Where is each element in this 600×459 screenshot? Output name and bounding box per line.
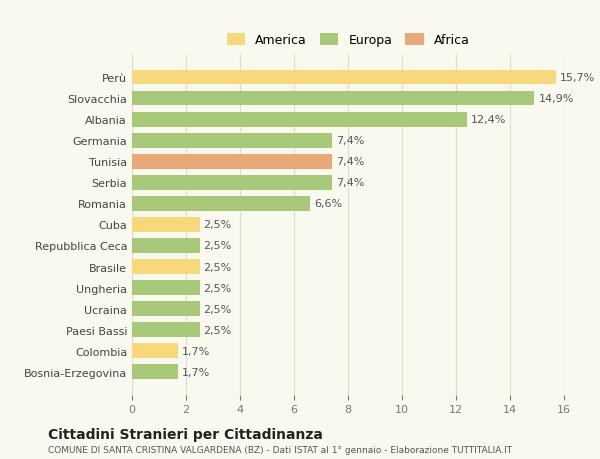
- Text: COMUNE DI SANTA CRISTINA VALGARDENA (BZ) - Dati ISTAT al 1° gennaio - Elaborazio: COMUNE DI SANTA CRISTINA VALGARDENA (BZ)…: [48, 445, 512, 454]
- Text: 2,5%: 2,5%: [203, 283, 232, 293]
- Bar: [132, 155, 332, 169]
- Text: Cittadini Stranieri per Cittadinanza: Cittadini Stranieri per Cittadinanza: [48, 427, 323, 442]
- Text: 2,5%: 2,5%: [203, 304, 232, 314]
- Text: 1,7%: 1,7%: [182, 346, 210, 356]
- Bar: [132, 364, 178, 379]
- Text: 2,5%: 2,5%: [203, 220, 232, 230]
- Bar: [132, 218, 199, 232]
- Text: 15,7%: 15,7%: [560, 73, 595, 83]
- Text: 6,6%: 6,6%: [314, 199, 343, 209]
- Text: 14,9%: 14,9%: [538, 94, 574, 104]
- Bar: [132, 175, 332, 190]
- Bar: [132, 71, 556, 85]
- Bar: [132, 280, 199, 295]
- Bar: [132, 344, 178, 358]
- Bar: [132, 323, 199, 337]
- Bar: [132, 134, 332, 148]
- Bar: [132, 196, 310, 211]
- Text: 2,5%: 2,5%: [203, 241, 232, 251]
- Bar: [132, 260, 199, 274]
- Bar: [132, 112, 467, 127]
- Text: 7,4%: 7,4%: [336, 136, 364, 146]
- Legend: America, Europa, Africa: America, Europa, Africa: [220, 28, 476, 53]
- Text: 12,4%: 12,4%: [471, 115, 506, 125]
- Bar: [132, 302, 199, 316]
- Bar: [132, 91, 534, 106]
- Bar: [132, 239, 199, 253]
- Text: 7,4%: 7,4%: [336, 178, 364, 188]
- Text: 2,5%: 2,5%: [203, 262, 232, 272]
- Text: 2,5%: 2,5%: [203, 325, 232, 335]
- Text: 7,4%: 7,4%: [336, 157, 364, 167]
- Text: 1,7%: 1,7%: [182, 367, 210, 377]
